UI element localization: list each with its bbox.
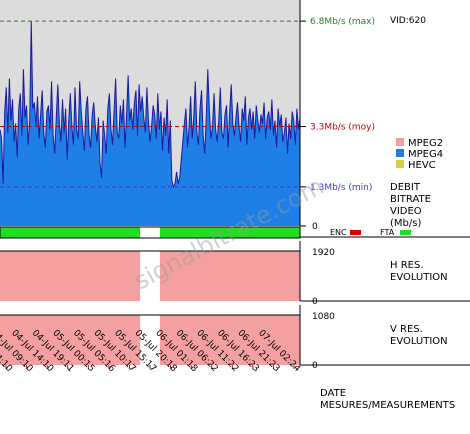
mpeg4-bitrate-area bbox=[0, 21, 300, 227]
h-res-value-label: 1920 bbox=[312, 248, 335, 258]
v-res-value-label: 1080 bbox=[312, 312, 335, 322]
h-res-title-line-0: H RES. bbox=[390, 260, 424, 271]
v-res-area-segment-1 bbox=[159, 315, 300, 365]
h-res-area-segment-0 bbox=[0, 251, 141, 301]
v-res-title-line-1: EVOLUTION bbox=[390, 336, 448, 347]
h-res-area-segment-1 bbox=[159, 251, 300, 301]
reference-label-2: 1.3Mb/s (min) bbox=[310, 183, 372, 193]
v-res-zero-label: 0 bbox=[312, 361, 318, 371]
bitrate-zero-label: 0 bbox=[312, 222, 318, 232]
bitrate-axis-title-line-2: VIDEO bbox=[390, 206, 422, 217]
status-segment-2 bbox=[159, 227, 300, 238]
v-res-area-segment-0 bbox=[0, 315, 141, 365]
status-strip-border bbox=[0, 226, 301, 239]
legend-label-hevc: HEVC bbox=[408, 160, 436, 171]
status-segment-1 bbox=[140, 227, 160, 238]
legend-swatch-mpeg4 bbox=[396, 149, 404, 157]
x-axis-title-line-0: DATE bbox=[320, 388, 346, 399]
fta-label: FTA bbox=[380, 228, 395, 237]
h-res-title-line-1: EVOLUTION bbox=[390, 272, 448, 283]
fta-swatch bbox=[400, 230, 411, 235]
bitrate-axis-title-line-3: (Mb/s) bbox=[390, 218, 421, 229]
reference-label-0: 6.8Mb/s (max) bbox=[310, 17, 375, 27]
bitrate-axis-title-line-1: BITRATE bbox=[390, 194, 431, 205]
legend-label-mpeg4: MPEG4 bbox=[408, 149, 443, 160]
v-res-title-line-0: V RES. bbox=[390, 324, 423, 335]
legend-swatch-hevc bbox=[396, 160, 404, 168]
x-axis-title-line-1: MESURES/MEASUREMENTS bbox=[320, 400, 455, 411]
enc-label: ENC bbox=[330, 228, 347, 237]
vid-label: VID:620 bbox=[390, 16, 426, 26]
mpeg4-bitrate-line bbox=[0, 21, 301, 189]
h-res-zero-label: 0 bbox=[312, 297, 318, 307]
legend-swatch-mpeg2 bbox=[396, 138, 404, 146]
bitrate-axis-title-line-0: DEBIT bbox=[390, 182, 421, 193]
legend-label-mpeg2: MPEG2 bbox=[408, 138, 443, 149]
reference-label-1: 3.3Mb/s (moy) bbox=[310, 123, 375, 133]
status-segment-0 bbox=[0, 227, 141, 238]
enc-swatch bbox=[350, 230, 361, 235]
